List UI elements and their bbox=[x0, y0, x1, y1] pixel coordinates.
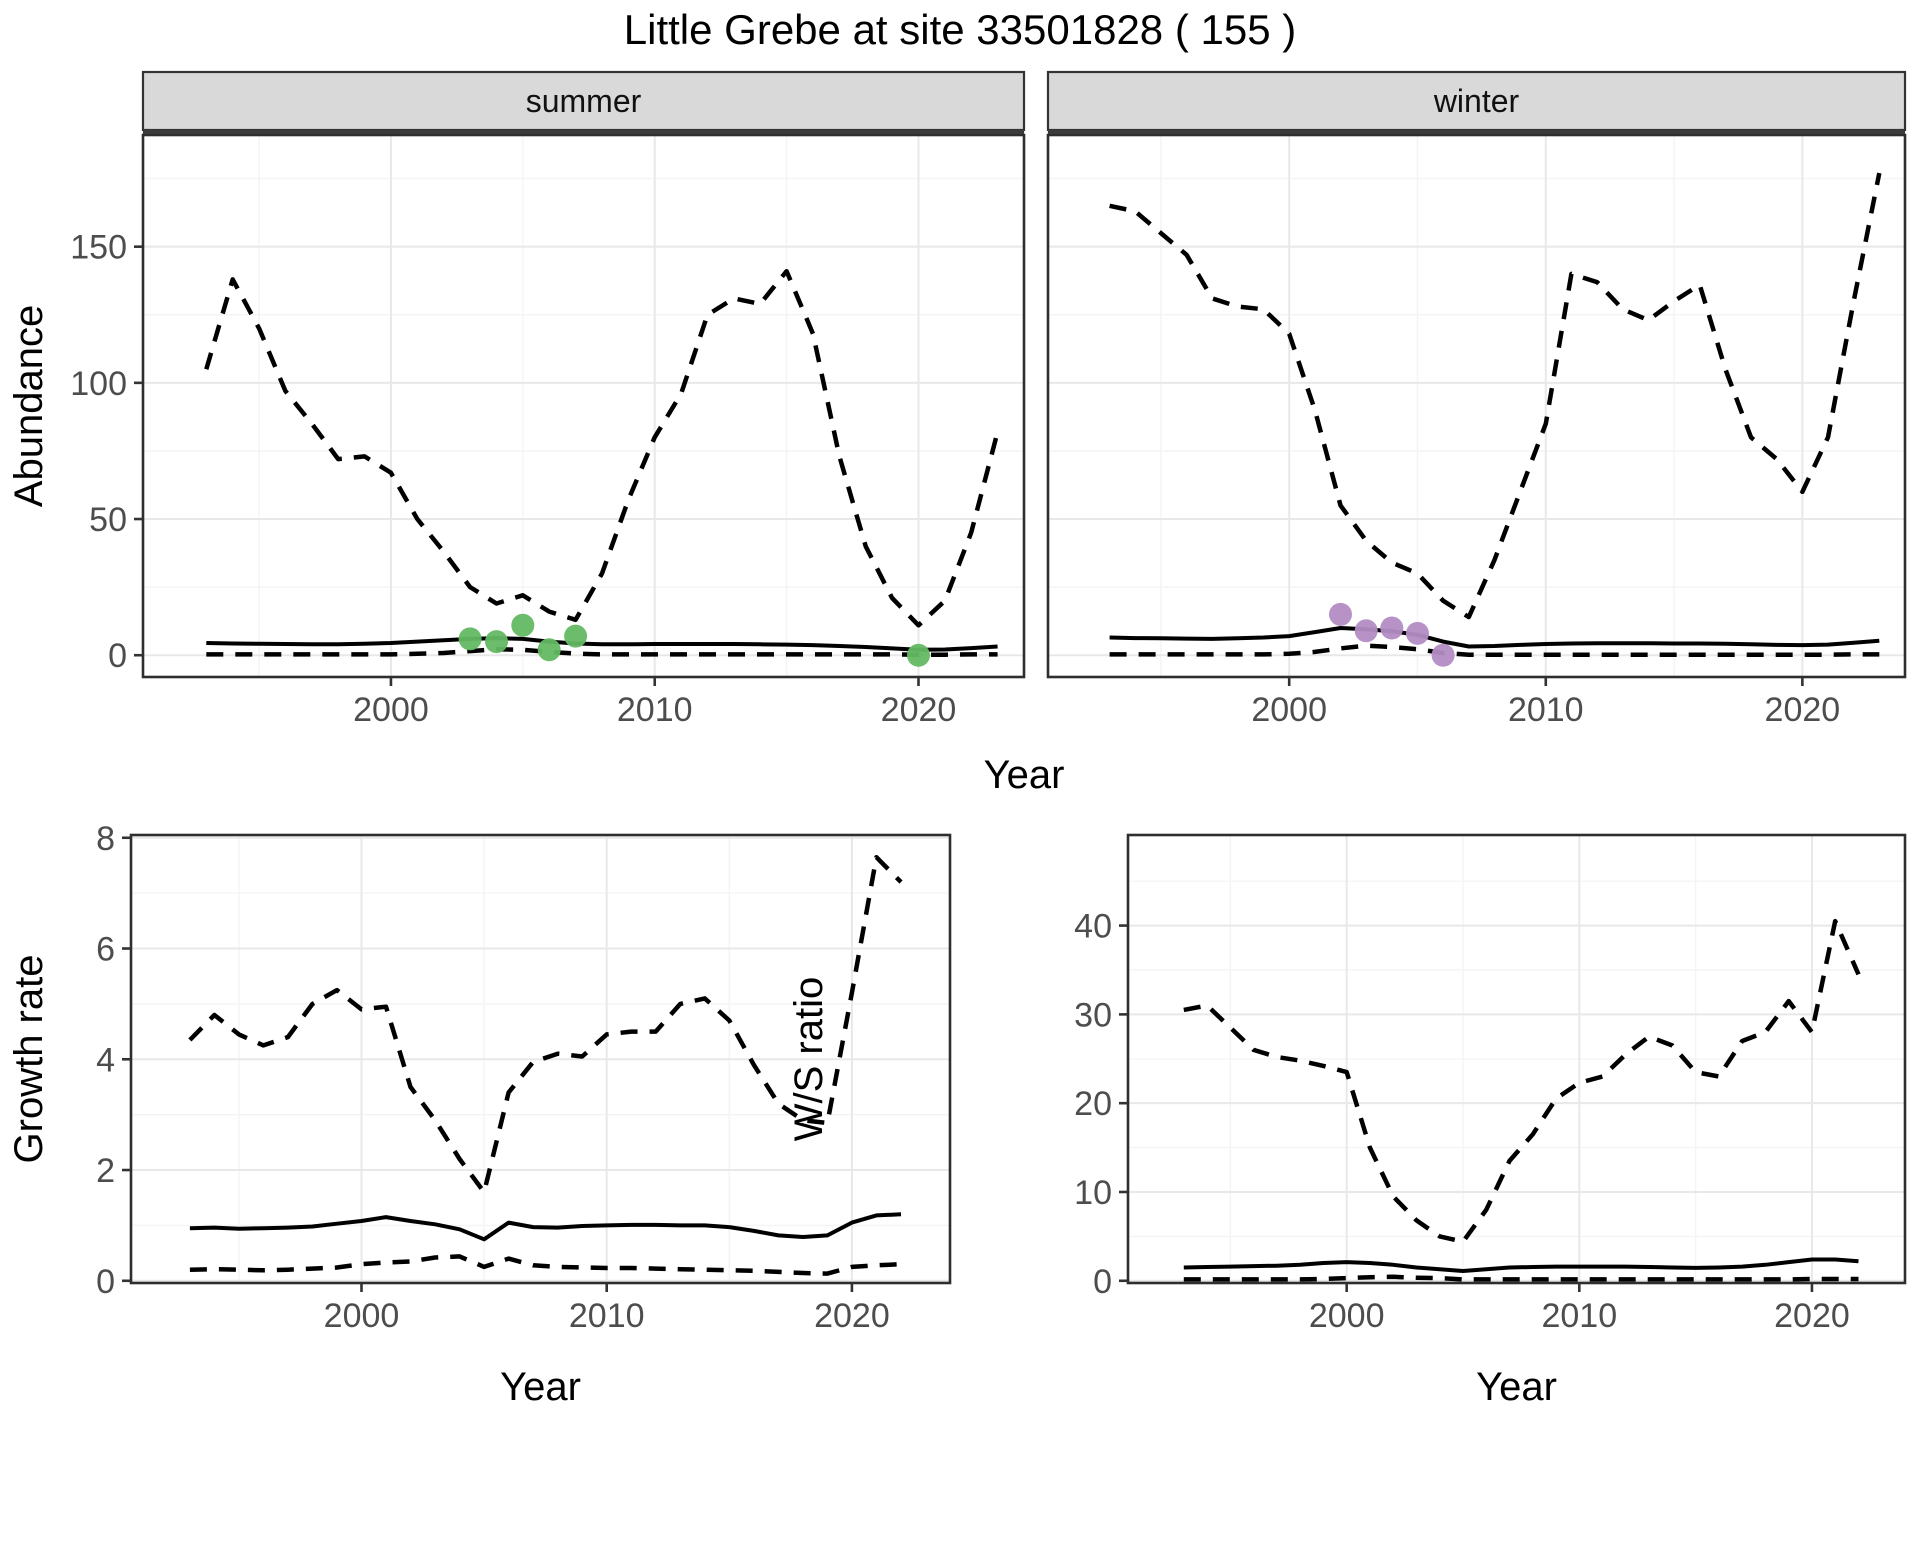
observation-point bbox=[511, 613, 535, 637]
y-axis-title: Growth rate bbox=[7, 955, 51, 1164]
x-tick-label: 2020 bbox=[814, 1297, 890, 1335]
series-upper_bound bbox=[188, 854, 903, 1195]
observation-point bbox=[564, 624, 588, 648]
series-lower_bound bbox=[1109, 643, 1880, 657]
facet-strip bbox=[141, 70, 1026, 132]
y-tick-label: 2 bbox=[96, 1152, 115, 1190]
observation-point bbox=[1406, 621, 1429, 645]
series-upper_bound bbox=[1183, 918, 1861, 1244]
y-axis-title-abundance: Abundance bbox=[7, 305, 51, 507]
panel-ws: 2000 2010 2020 0 10 20 30 40 W/S ratio Year bbox=[787, 833, 1907, 1409]
y-tick-label: 50 bbox=[89, 501, 127, 539]
observation-point bbox=[907, 643, 930, 667]
x-tick-label: 2000 bbox=[1309, 1297, 1385, 1335]
y-tick-label: 8 bbox=[96, 820, 115, 858]
observation-point bbox=[458, 627, 482, 651]
series-median bbox=[1109, 626, 1880, 649]
x-tick-label: 2020 bbox=[1765, 691, 1841, 729]
x-tick-label: 2010 bbox=[617, 691, 693, 729]
y-tick-label: 4 bbox=[96, 1041, 115, 1079]
x-tick-label: 2020 bbox=[1774, 1297, 1850, 1335]
y-tick-label: 0 bbox=[108, 637, 127, 675]
y-tick-label: 0 bbox=[96, 1263, 115, 1301]
observation-point bbox=[1354, 619, 1378, 643]
observed-counts-summer bbox=[458, 613, 930, 667]
facet-strip bbox=[1046, 70, 1907, 132]
y-tick-label: 0 bbox=[1093, 1263, 1112, 1301]
facet-strip-label: summer bbox=[526, 83, 642, 119]
observation-point bbox=[1380, 616, 1404, 640]
figure-title: Little Grebe at site 33501828 ( 155 ) bbox=[623, 6, 1297, 53]
observed-counts-winter bbox=[1329, 602, 1455, 667]
series-lower_bound bbox=[1183, 1274, 1859, 1282]
x-tick-label: 2010 bbox=[569, 1297, 645, 1335]
panel-border bbox=[141, 133, 1026, 679]
x-axis-title: Year bbox=[500, 1365, 581, 1409]
panel-winter: winter 2000 2010 2020 bbox=[1046, 70, 1907, 729]
series-lower_bound bbox=[189, 1254, 902, 1276]
x-tick-label: 2010 bbox=[1541, 1297, 1617, 1335]
y-tick-label: 20 bbox=[1074, 1085, 1112, 1123]
x-tick-label: 2020 bbox=[881, 691, 957, 729]
y-tick-label: 6 bbox=[96, 931, 115, 969]
x-tick-label: 2010 bbox=[1508, 691, 1584, 729]
x-tick-label: 2000 bbox=[353, 691, 429, 729]
series-median bbox=[189, 1212, 902, 1242]
series-upper_bound bbox=[204, 268, 1000, 628]
y-tick-label: 100 bbox=[70, 365, 127, 403]
panel-border bbox=[1046, 133, 1907, 679]
y-tick-label: 10 bbox=[1074, 1174, 1112, 1212]
x-tick-label: 2000 bbox=[1251, 691, 1327, 729]
panel-growth: 2000 2010 2020 0 2 4 6 8 Growth rate Year bbox=[7, 820, 952, 1409]
panel-summer: summer 2000 2010 2020 0 50 100 150 bbox=[70, 70, 1026, 729]
x-axis-title: Year bbox=[1476, 1365, 1557, 1409]
y-tick-label: 30 bbox=[1074, 996, 1112, 1034]
observation-point bbox=[485, 630, 508, 654]
panel-border bbox=[1126, 833, 1907, 1285]
observation-point bbox=[1431, 643, 1455, 667]
series-upper_bound bbox=[1109, 172, 1882, 620]
series-median bbox=[1183, 1257, 1859, 1273]
series-median bbox=[206, 636, 998, 652]
y-tick-label: 150 bbox=[70, 229, 127, 267]
series-lower_bound bbox=[206, 646, 998, 657]
x-tick-label: 2000 bbox=[324, 1297, 400, 1335]
x-axis-title-top: Year bbox=[984, 753, 1065, 797]
y-axis-title: W/S ratio bbox=[787, 977, 831, 1141]
observation-point bbox=[537, 638, 561, 662]
facet-strip-label: winter bbox=[1433, 83, 1520, 119]
observation-point bbox=[1329, 602, 1352, 626]
y-tick-label: 40 bbox=[1074, 908, 1112, 946]
